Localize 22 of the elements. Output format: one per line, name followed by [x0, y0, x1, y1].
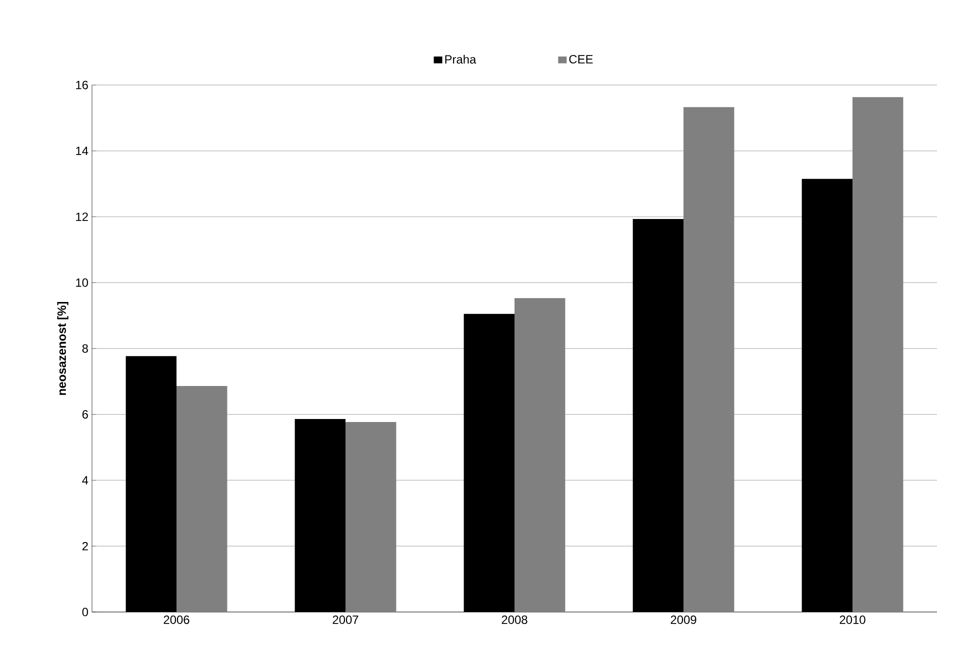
- y-tick-label: 14: [76, 146, 88, 155]
- x-tick-label: 2007: [332, 616, 358, 624]
- x-tick-label: 2010: [840, 616, 866, 624]
- x-tick-label: 2006: [164, 616, 190, 624]
- y-tick-label: 0: [82, 608, 88, 616]
- y-tick-label: 4: [82, 476, 88, 484]
- x-tick-label: 2009: [670, 616, 696, 624]
- y-tick-label: 8: [82, 344, 88, 353]
- y-tick-label: 12: [76, 212, 88, 221]
- x-tick-label: 2008: [502, 616, 528, 624]
- y-tick-label: 16: [76, 80, 88, 90]
- bar: [514, 298, 566, 612]
- bar: [852, 97, 904, 612]
- legend-label: Praha: [445, 54, 476, 64]
- y-axis-title: neosazenost [%]: [57, 302, 68, 395]
- bar: [346, 422, 396, 612]
- bar: [176, 386, 228, 612]
- y-tick-label: 10: [76, 278, 88, 287]
- bar: [684, 107, 734, 612]
- y-tick-label: 2: [82, 542, 88, 550]
- y-tick-label: 6: [82, 410, 88, 419]
- legend-label: CEE: [569, 55, 593, 64]
